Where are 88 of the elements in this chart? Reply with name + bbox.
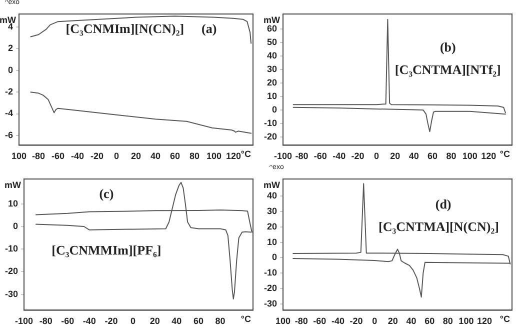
x-tick-label: 100 xyxy=(206,151,222,162)
annotation: (c) xyxy=(99,186,114,202)
y-tick-label: -30 xyxy=(4,288,18,299)
annotation: (b) xyxy=(440,39,456,54)
y-tick-label: 40 xyxy=(266,190,278,200)
x-tick-label: 0 xyxy=(372,316,378,326)
y-tick-label: 30 xyxy=(266,64,278,74)
x-axis-title: °C xyxy=(500,314,510,324)
y-tick-label: -20 xyxy=(4,266,18,276)
x-tick-label: 120 xyxy=(481,151,496,162)
x-tick-label: 40 xyxy=(150,151,161,162)
x-tick-label: -80 xyxy=(295,151,308,162)
y-tick-label: 0 xyxy=(272,252,278,262)
x-tick-label: -80 xyxy=(32,151,46,162)
x-tick-label: 80 xyxy=(442,316,453,326)
y-axis-title: mW xyxy=(4,180,22,190)
y-tick-label: 40 xyxy=(266,50,278,60)
x-tick-label: -40 xyxy=(331,316,344,326)
annotation: [C₃CNTMA][N(CN)₂] xyxy=(378,218,499,234)
x-tick-label: 60 xyxy=(428,151,438,162)
x-axis-title: °C xyxy=(240,149,252,160)
x-tick-label: -60 xyxy=(61,316,74,326)
x-tick-label: 100 xyxy=(275,316,291,326)
x-tick-label: -20 xyxy=(350,316,363,326)
y-tick-label: 10 xyxy=(266,90,278,101)
x-tick-label: 0 xyxy=(374,151,379,162)
y-tick-label: -10 xyxy=(4,244,18,254)
x-tick-label: 100 xyxy=(11,151,27,162)
annotation: [C₃CNMIm][N(CN)₂] xyxy=(66,21,184,36)
y-tick-label: -20 xyxy=(264,132,278,142)
x-tick-label: -60 xyxy=(51,151,65,162)
y-tick-label: -20 xyxy=(264,283,278,294)
y-tick-label: 10 xyxy=(266,236,278,247)
x-tick-label: -20 xyxy=(351,151,364,162)
annotation: [C₃CNTMA][NTf₂] xyxy=(394,62,501,77)
x-tick-label: 0 xyxy=(130,316,136,326)
annotation: (d) xyxy=(435,196,452,212)
x-tick-label: -100 xyxy=(15,316,34,326)
y-axis-title: mW xyxy=(264,180,281,190)
x-tick-label: 20 xyxy=(390,151,400,162)
y-tick-label: 0 xyxy=(12,220,18,231)
x-tick-label: -60 xyxy=(313,316,326,326)
x-tick-label: -60 xyxy=(314,151,327,162)
x-tick-label: 0 xyxy=(114,151,120,162)
x-tick-label: -100 xyxy=(274,151,292,162)
x-tick-label: -80 xyxy=(294,316,308,326)
y-tick-label: -30 xyxy=(264,298,278,309)
y-tick-label: 50 xyxy=(266,36,278,47)
x-tick-label: 100 xyxy=(458,316,474,326)
x-tick-label: -40 xyxy=(82,316,96,326)
y-tick-label: 0 xyxy=(8,64,13,75)
annotation: [C₃CNMMIm][PF₆] xyxy=(52,242,162,258)
y-tick-label: 60 xyxy=(266,23,278,34)
x-tick-label: 80 xyxy=(446,151,456,162)
x-axis-title: °C xyxy=(500,149,510,160)
x-tick-label: -80 xyxy=(39,316,52,326)
x-tick-label: 120 xyxy=(226,151,242,162)
x-tick-label: 80 xyxy=(215,316,226,326)
x-tick-label: 80 xyxy=(189,151,200,162)
x-tick-label: 20 xyxy=(150,316,160,326)
x-axis-title: °C xyxy=(240,314,252,324)
y-tick-label: 0 xyxy=(272,104,278,115)
y-tick-label: 2 xyxy=(8,43,13,54)
x-tick-label: 120 xyxy=(477,316,492,326)
y-tick-label: -10 xyxy=(264,268,278,278)
x-tick-label: 60 xyxy=(193,316,204,326)
y-tick-label: 20 xyxy=(266,221,278,232)
x-tick-label: 20 xyxy=(130,151,142,162)
x-tick-label: -40 xyxy=(332,151,346,162)
x-tick-label: 40 xyxy=(408,151,419,162)
annotation: (a) xyxy=(202,21,217,36)
x-tick-label: 100 xyxy=(462,151,478,162)
x-tick-label: -40 xyxy=(70,151,84,162)
y-axis-title: mW xyxy=(264,14,281,25)
y-tick-label: -6 xyxy=(4,130,13,140)
x-tick-label: 60 xyxy=(424,316,435,326)
x-tick-label: 40 xyxy=(406,316,416,326)
x-tick-label: -20 xyxy=(90,151,104,162)
y-tick-label: -2 xyxy=(4,86,13,97)
y-tick-label: 20 xyxy=(266,77,278,88)
x-tick-label: 20 xyxy=(388,316,398,326)
x-tick-label: 40 xyxy=(172,316,182,326)
y-tick-label: 30 xyxy=(266,206,278,216)
y-tick-label: -10 xyxy=(264,118,278,128)
x-tick-label: 60 xyxy=(170,151,180,162)
y-tick-label: -4 xyxy=(4,108,13,118)
x-tick-label: -20 xyxy=(104,316,118,326)
y-tick-label: 10 xyxy=(8,198,18,208)
